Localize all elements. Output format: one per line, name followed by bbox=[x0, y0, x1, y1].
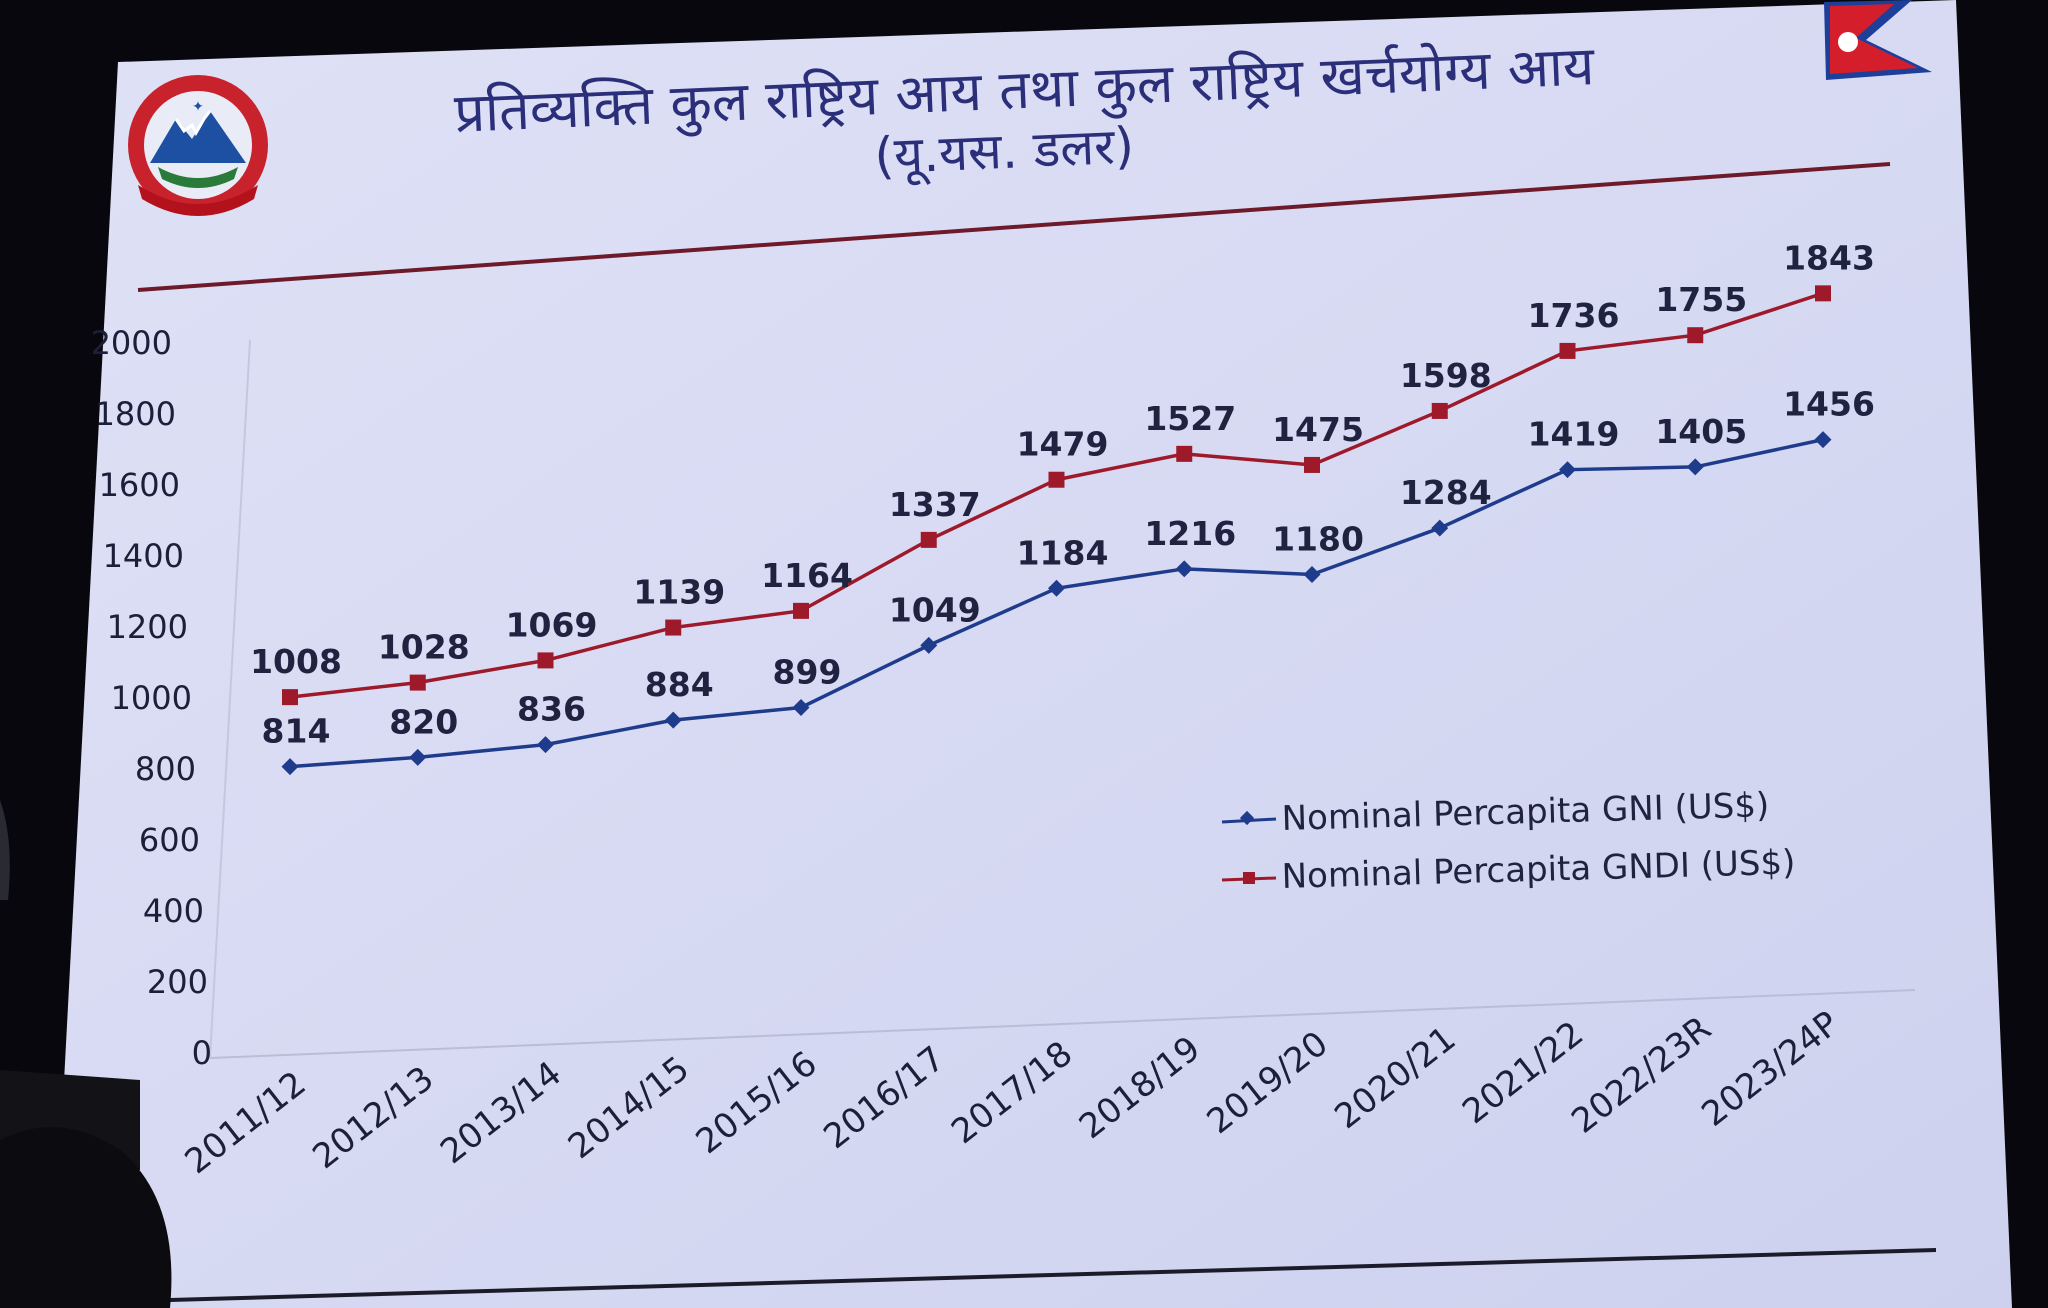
gni-point bbox=[537, 736, 554, 754]
gndi-point bbox=[1687, 327, 1704, 344]
title-underline-rule bbox=[137, 162, 1891, 292]
gni-data-label: 1049 bbox=[889, 590, 981, 629]
gndi-data-label: 1527 bbox=[1144, 399, 1236, 438]
gni-point bbox=[920, 636, 938, 654]
gni-data-label: 1184 bbox=[1017, 533, 1109, 572]
gndi-data-label: 1843 bbox=[1783, 238, 1875, 277]
gni-data-label: 1180 bbox=[1272, 519, 1364, 558]
nepal-flag-icon bbox=[1824, 0, 1932, 80]
gni-data-label: 820 bbox=[389, 702, 458, 741]
svg-text:✦: ✦ bbox=[192, 99, 204, 115]
gndi-point bbox=[1304, 456, 1320, 473]
gndi-point bbox=[1431, 402, 1448, 419]
gni-point bbox=[1175, 560, 1193, 578]
projection-screen bbox=[52, 0, 2012, 1308]
foreground-audience-silhouette bbox=[0, 800, 172, 1308]
gndi-point bbox=[409, 674, 426, 691]
gndi-point bbox=[1815, 285, 1831, 302]
bottom-rule bbox=[169, 1248, 1937, 1302]
gndi-data-label: 1475 bbox=[1272, 410, 1364, 449]
gndi-data-label: 1479 bbox=[1017, 425, 1109, 464]
gni-data-label: 836 bbox=[517, 690, 586, 729]
y-tick-label: 1200 bbox=[107, 608, 188, 646]
gndi-data-label: 1069 bbox=[506, 605, 598, 644]
nepal-emblem-logo: ✦ bbox=[128, 75, 268, 216]
slide-title-line2: (यू.यस. डलर) bbox=[873, 117, 1135, 188]
y-tick-label: 2000 bbox=[91, 324, 172, 362]
gni-point bbox=[281, 758, 299, 776]
y-tick-label: 200 bbox=[147, 963, 208, 1001]
x-axis-line bbox=[209, 989, 1916, 1059]
y-tick-label: 1400 bbox=[103, 537, 184, 575]
gni-data-label: 884 bbox=[645, 665, 714, 704]
gni-point bbox=[792, 699, 810, 716]
gni-data-label: 814 bbox=[262, 712, 331, 751]
y-tick-label: 0 bbox=[192, 1034, 212, 1072]
gni-data-label: 1456 bbox=[1783, 385, 1875, 424]
gndi-data-label: 1598 bbox=[1400, 356, 1492, 395]
gni-data-label: 1405 bbox=[1655, 412, 1747, 451]
gndi-data-label: 1736 bbox=[1528, 296, 1620, 335]
gni-data-label: 1216 bbox=[1144, 514, 1236, 553]
gni-data-label: 1419 bbox=[1528, 415, 1620, 454]
gndi-point bbox=[1559, 342, 1576, 359]
y-axis-line bbox=[209, 339, 251, 1059]
y-tick-label: 600 bbox=[139, 821, 200, 859]
gndi-data-label: 1337 bbox=[889, 485, 981, 524]
gndi-data-label: 1755 bbox=[1655, 280, 1747, 319]
gndi-point bbox=[920, 531, 937, 548]
gndi-point bbox=[1176, 445, 1193, 462]
gndi-point bbox=[1048, 471, 1065, 488]
gni-data-label: 899 bbox=[773, 652, 842, 691]
y-tick-label: 1600 bbox=[99, 466, 180, 504]
y-tick-label: 1800 bbox=[95, 395, 176, 433]
y-tick-label: 800 bbox=[135, 750, 196, 788]
gni-point bbox=[1431, 519, 1449, 537]
gndi-data-label: 1008 bbox=[250, 642, 342, 681]
gni-point bbox=[664, 711, 682, 729]
gndi-data-label: 1028 bbox=[378, 628, 470, 667]
gndi-data-label: 1164 bbox=[761, 556, 853, 595]
gni-point bbox=[1303, 566, 1321, 583]
y-tick-label: 1000 bbox=[111, 679, 192, 717]
gndi-point bbox=[793, 602, 809, 619]
gni-point bbox=[1048, 579, 1065, 597]
y-tick-label: 400 bbox=[143, 892, 204, 930]
gndi-data-label: 1139 bbox=[633, 573, 725, 612]
series-gndi: 1008 1028 1069 1139 1164 1337 1479 1527 1475 1598… bbox=[250, 238, 1875, 706]
gndi-point bbox=[537, 652, 554, 669]
gni-data-label: 1284 bbox=[1400, 473, 1492, 512]
gndi-point bbox=[665, 619, 682, 636]
gndi-point bbox=[282, 689, 298, 706]
gni-point bbox=[409, 748, 427, 766]
